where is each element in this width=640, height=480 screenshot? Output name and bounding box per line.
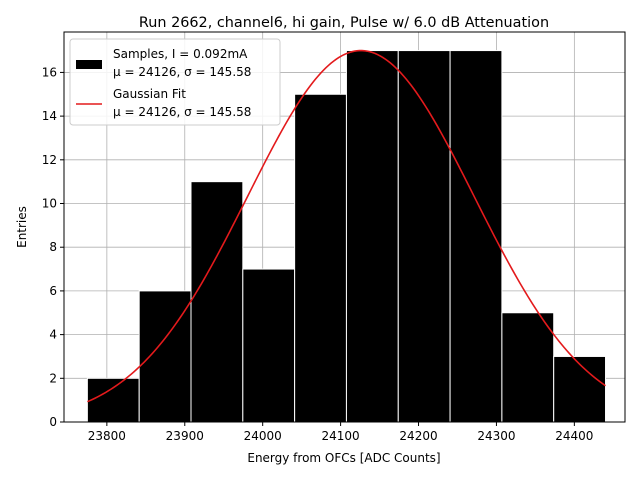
histogram-bar xyxy=(501,312,555,423)
histogram-bar xyxy=(345,50,399,423)
y-tick-label: 16 xyxy=(42,65,57,79)
y-axis-label: Entries xyxy=(15,206,29,248)
histogram-bar xyxy=(294,93,347,423)
y-tick-label: 4 xyxy=(49,328,57,342)
legend-samples-swatch xyxy=(76,60,102,69)
legend-samples-label: Samples, I = 0.092mA xyxy=(113,47,248,61)
x-tick-label: 23900 xyxy=(166,429,204,443)
chart-title: Run 2662, channel6, hi gain, Pulse w/ 6.… xyxy=(139,15,549,31)
x-tick-label: 24400 xyxy=(555,429,593,443)
y-tick-label: 10 xyxy=(42,197,57,211)
y-tick-label: 2 xyxy=(49,371,57,385)
histogram-bar xyxy=(553,355,607,423)
x-axis-label: Energy from OFCs [ADC Counts] xyxy=(247,451,440,465)
legend-fit-label: Gaussian Fit xyxy=(113,87,186,101)
x-tick-label: 24200 xyxy=(399,429,437,443)
plot-frame xyxy=(63,31,626,423)
x-tick-label: 24000 xyxy=(244,429,282,443)
histogram-bar xyxy=(138,290,192,423)
histogram-bar xyxy=(242,268,296,423)
legend-samples-stats: μ = 24126, σ = 145.58 xyxy=(113,65,251,79)
x-axis-ticks: 23800 23900 24000 24100 24200 24300 24400 xyxy=(88,422,593,443)
histogram-bars xyxy=(86,50,607,423)
y-tick-label: 8 xyxy=(49,240,57,254)
y-axis-ticks: 0 2 4 6 8 10 12 14 16 xyxy=(42,65,64,429)
x-tick-label: 23800 xyxy=(88,429,126,443)
histogram-bar xyxy=(190,181,244,423)
y-tick-label: 14 xyxy=(42,109,57,123)
gaussian-fit-curve xyxy=(87,49,606,403)
x-tick-label: 24100 xyxy=(322,429,360,443)
y-tick-label: 6 xyxy=(49,284,57,298)
legend: Samples, I = 0.092mA μ = 24126, σ = 145.… xyxy=(69,38,281,126)
y-tick-label: 12 xyxy=(42,153,57,167)
histogram-bar xyxy=(86,377,140,423)
x-tick-label: 24300 xyxy=(477,429,515,443)
histogram-bar xyxy=(397,50,451,423)
legend-fit-stats: μ = 24126, σ = 145.58 xyxy=(113,105,251,119)
legend-frame xyxy=(69,38,281,126)
y-tick-label: 0 xyxy=(49,415,57,429)
